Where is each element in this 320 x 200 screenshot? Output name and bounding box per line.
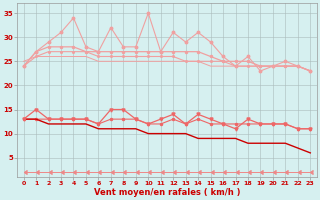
X-axis label: Vent moyen/en rafales ( km/h ): Vent moyen/en rafales ( km/h ) [94, 188, 240, 197]
